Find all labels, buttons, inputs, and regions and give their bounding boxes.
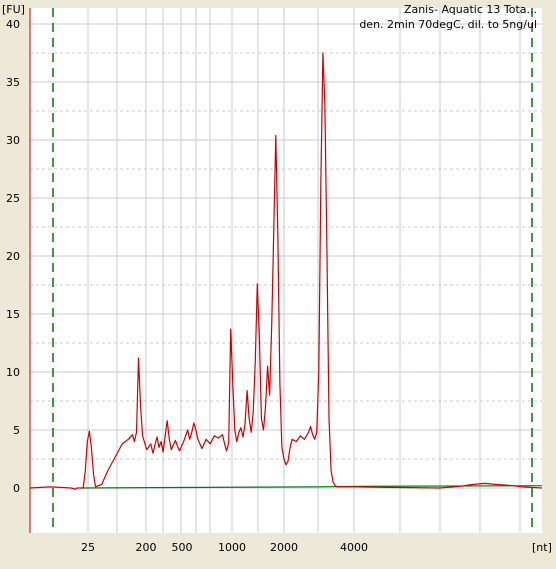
series-layer <box>29 52 543 490</box>
y-unit-label: [FU] <box>2 3 25 16</box>
plot-area <box>30 8 542 533</box>
y-tick-label: 0 <box>13 482 20 495</box>
chart-title-line2: den. 2min 70degC, dil. to 5ng/ul <box>359 18 537 31</box>
chart-title-line1: Zanis- Aquatic 13 Tota... <box>404 3 537 16</box>
x-tick-label: 2000 <box>270 541 298 554</box>
y-tick-label: 35 <box>6 76 20 89</box>
y-tick-label: 25 <box>6 192 20 205</box>
marker-lines <box>52 8 533 533</box>
y-tick-label: 20 <box>6 250 20 263</box>
tick-labels: 0 5 10 15 20 25 30 35 40 25 200 500 1000 2000 4000 <box>6 18 368 554</box>
y-tick-label: 40 <box>6 18 20 31</box>
x-unit-label: [nt] <box>532 541 552 554</box>
y-tick-label: 15 <box>6 308 20 321</box>
grid-layer <box>30 8 542 533</box>
x-tick-label: 500 <box>172 541 193 554</box>
x-tick-label: 200 <box>136 541 157 554</box>
y-tick-label: 30 <box>6 134 20 147</box>
y-tick-label: 5 <box>13 424 20 437</box>
signal-series <box>29 52 543 490</box>
x-tick-label: 25 <box>81 541 95 554</box>
x-tick-label: 4000 <box>340 541 368 554</box>
y-tick-label: 10 <box>6 366 20 379</box>
x-tick-label: 1000 <box>218 541 246 554</box>
baseline-series <box>81 485 543 489</box>
